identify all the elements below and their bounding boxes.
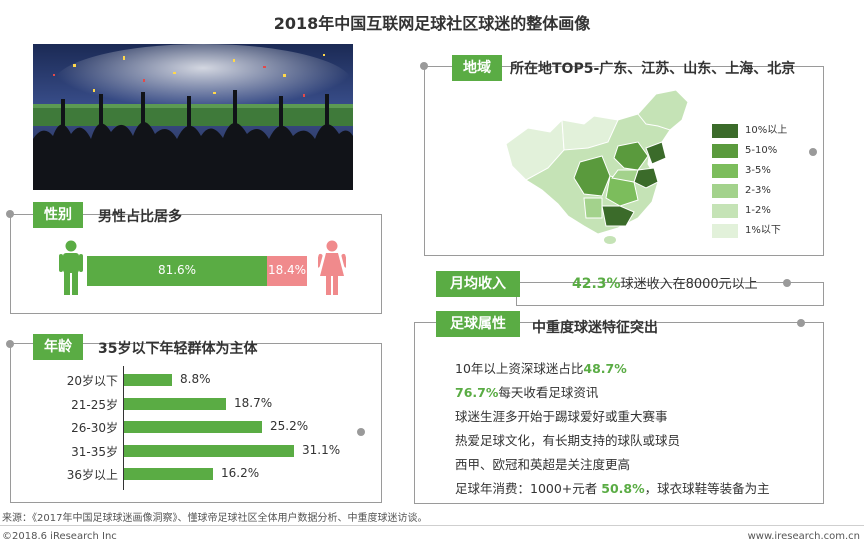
legend-label: 2-3% (745, 185, 771, 196)
gender-badge: 性别 (33, 202, 83, 228)
income-text: 球迷收入在8000元以上 (620, 277, 758, 292)
region-heading: 所在地TOP5-广东、江苏、山东、上海、北京 (510, 61, 796, 77)
trait-line-6-text-b: ，球衣球鞋等装备为主 (644, 481, 770, 496)
age-connector-dot (6, 340, 14, 348)
trait-line-6-value: 50.8% (601, 481, 645, 496)
trait-line-6-text-a: 足球年消费：1000+元者 (455, 481, 602, 496)
age-axis-line (123, 366, 124, 490)
income-value: 42.3% (572, 276, 621, 292)
traits-heading: 中重度球迷特征突出 (532, 320, 658, 336)
age-value-label: 18.7% (234, 395, 273, 410)
trait-line-6: 足球年消费：1000+元者 50.8%，球衣球鞋等装备为主 (455, 478, 770, 497)
income-connector-dot (783, 279, 791, 287)
age-value-label: 16.2% (221, 466, 260, 480)
site-url: www.iresearch.com.cn (747, 531, 860, 542)
income-panel (516, 282, 824, 306)
age-bar (124, 468, 213, 480)
legend-label: 10%以上 (745, 125, 788, 136)
region-connector-dot (420, 62, 428, 70)
gender-heading: 男性占比居多 (98, 209, 182, 225)
age-value-label: 31.1% (302, 442, 341, 457)
legend-swatch (712, 204, 738, 218)
male-icon (58, 240, 84, 300)
trait-line-1-text: 10年以上资深球迷占比 (455, 361, 584, 376)
age-bar (124, 397, 226, 410)
legend-label: 5-10% (745, 145, 778, 156)
legend-label: 3-5% (745, 165, 771, 176)
trait-line-5: 西甲、欧冠和英超是关注度更高 (455, 457, 631, 472)
gender-bar: 81.6% 18.4% (87, 256, 307, 286)
age-value-label: 25.2% (270, 419, 309, 433)
age-badge: 年龄 (33, 334, 83, 360)
source-note: 来源：《2017年中国足球球迷画像洞察》、懂球帝足球社区全体用户数据分析、中重度… (2, 513, 428, 524)
male-pct-label: 81.6% (157, 263, 197, 277)
trait-line-1: 10年以上资深球迷占比48.7% (455, 358, 627, 377)
page-title: 2018年中国互联网足球社区球迷的整体画像 (273, 14, 591, 33)
age-bar (124, 444, 294, 457)
legend-swatch (712, 164, 738, 178)
region-side-dot (809, 148, 817, 156)
female-bar-segment: 18.4% (267, 256, 307, 286)
age-value-label: 8.8% (180, 372, 211, 386)
trait-line-2-text: 每天收看足球资讯 (498, 385, 599, 400)
legend-swatch (712, 144, 738, 158)
trait-line-3: 球迷生涯多开始于踢球爱好或重大赛事 (455, 409, 668, 424)
legend-swatch (712, 224, 738, 238)
traits-connector-dot (797, 319, 805, 327)
age-category-label: 20岁以下 (66, 374, 118, 388)
trait-line-4: 热爱足球文化，有长期支持的球队或球员 (455, 433, 681, 448)
age-category-label: 21-25岁 (71, 397, 118, 412)
region-badge: 地域 (452, 55, 502, 81)
china-map (498, 86, 698, 250)
legend-swatch (712, 184, 738, 198)
age-category-label: 26-30岁 (71, 421, 118, 435)
female-pct-label: 18.4% (267, 263, 307, 277)
female-icon (315, 240, 349, 300)
stadium-crowd-photo (33, 44, 353, 190)
legend-label: 1%以下 (745, 225, 781, 236)
traits-badge: 足球属性 (436, 311, 520, 337)
income-badge: 月均收入 (436, 271, 520, 297)
age-bar (124, 374, 172, 386)
legend-label: 1-2% (745, 205, 771, 216)
age-category-label: 36岁以上 (66, 468, 118, 482)
age-side-dot (357, 428, 365, 436)
traits-panel (414, 322, 824, 504)
trait-line-1-value: 48.7% (583, 361, 627, 376)
age-category-label: 31-35岁 (71, 444, 118, 459)
legend-swatch (712, 124, 738, 138)
trait-line-2-value: 76.7% (455, 385, 499, 400)
age-heading: 35岁以下年轻群体为主体 (98, 341, 258, 357)
male-bar-segment: 81.6% (87, 256, 267, 286)
footer-divider (0, 525, 864, 526)
age-bar (124, 421, 262, 433)
income-statement: 42.3%球迷收入在8000元以上 (572, 273, 758, 292)
copyright: ©2018.6 iResearch Inc (2, 531, 117, 542)
trait-line-2: 76.7%每天收看足球资讯 (455, 382, 598, 401)
gender-connector-dot (6, 210, 14, 218)
